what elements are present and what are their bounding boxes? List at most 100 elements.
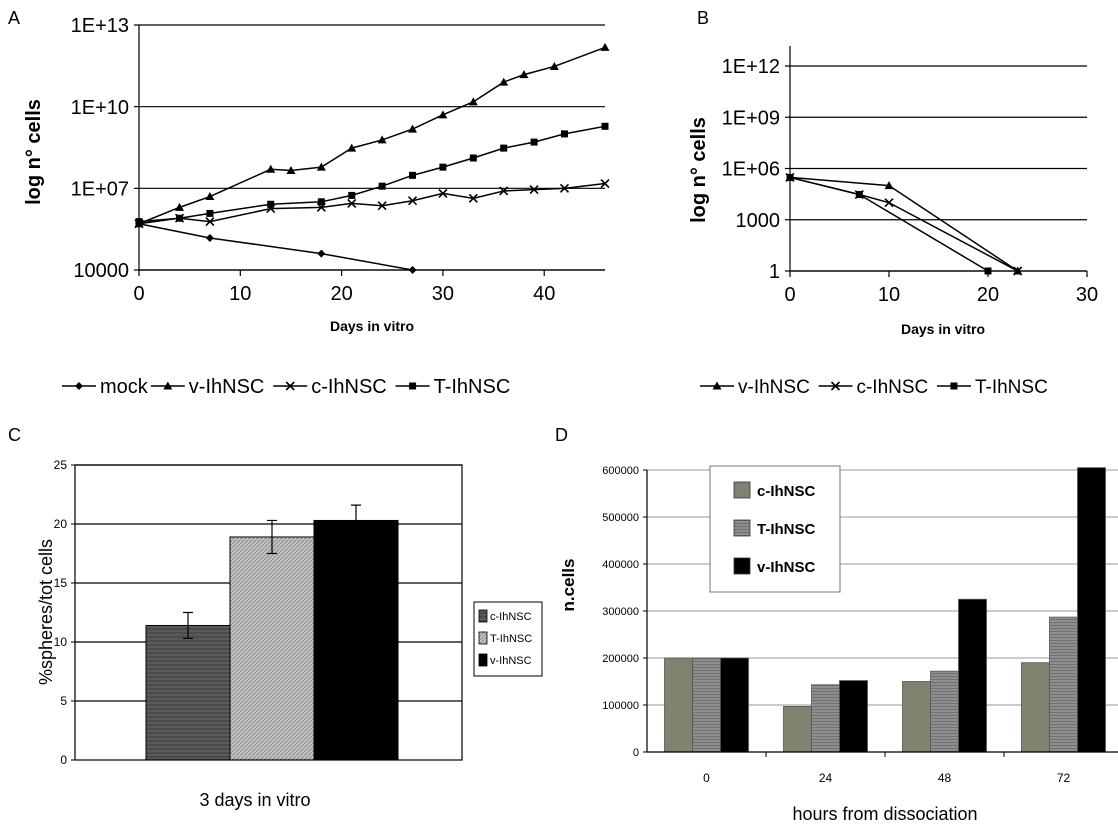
panel-b-y-axis-title: log n° cells: [688, 117, 710, 223]
panel-a-point-mock-2: [317, 249, 326, 258]
panel-b-legend-label-t-ihnsc: T-IhNSC: [975, 377, 1048, 398]
panel-b-line-c-ihnsc: [789, 176, 1019, 272]
panel-d-bar-v-ihnsc-0: [720, 657, 749, 753]
panel-b-point-c-ihnsc-2: [884, 198, 894, 208]
panel-d-bar-c-ihnsc-72: [1021, 662, 1050, 753]
panel-a-point-t-ihnsc-8: [439, 163, 447, 171]
panel-a-point-c-ihnsc-12: [559, 183, 570, 193]
panel-b-gridlines: [790, 65, 1087, 272]
panel-a-gridlines: [139, 24, 605, 271]
panel-b-x-tick-30: 30: [1076, 284, 1098, 306]
panel-a-point-v-ihnsc-6: [347, 143, 357, 152]
panel-letter-c: C: [8, 425, 21, 445]
panel-a-x-tick-20: 20: [330, 283, 352, 305]
panel-a-point-mock-1: [205, 233, 214, 242]
panel-d-bar-t-ihnsc-48: [930, 670, 959, 753]
panel-c-y-tick-25: 25: [54, 458, 68, 472]
panel-d-y-tick-0: 0: [633, 747, 639, 759]
panel-a-point-v-ihnsc-1: [175, 202, 185, 211]
panel-a-point-c-ihnsc-2: [205, 217, 215, 227]
panel-b-legend-marker-c-ihnsc: [830, 381, 841, 391]
panel-a-point-c-ihnsc-5: [347, 198, 357, 208]
panel-c-legend-label-c-ihnsc: c-IhNSC: [490, 611, 532, 623]
panel-c-plot-frame: [74, 464, 463, 761]
panel-d-chart: 0 100000 200000 300000 400000 500000 600000 0 24…: [559, 465, 1118, 824]
panel-c-chart: 0 5 10 15 20 25 3 days in vitro %spheres/tot …: [36, 458, 543, 810]
panel-d-legend-label-c-ihnsc: c-IhNSC: [757, 483, 816, 500]
panel-d-x-axis-title: hours from dissociation: [792, 804, 977, 824]
panel-c-x-axis-title: 3 days in vitro: [199, 790, 310, 810]
panel-a-y-tick-1e-07: 1E+07: [71, 179, 129, 201]
panel-a-point-v-ihnsc-5: [316, 162, 326, 171]
panel-a-tick-labels: 10000 1E+07 1E+10 1E+13 0 10 20 30 40: [71, 15, 556, 305]
panel-a-point-c-ihnsc-6: [377, 201, 387, 211]
panel-a-point-v-ihnsc-3: [266, 164, 276, 173]
panel-a-legend-label-mock: mock: [100, 376, 149, 398]
panel-c-legend-swatch-v-ihnsc: [478, 653, 488, 667]
panel-a-point-t-ihnsc-4: [317, 198, 325, 206]
panel-b-legend-label-v-ihnsc: v-IhNSC: [738, 377, 810, 398]
panel-c-legend: c-IhNSC T-IhNSC v-IhNSC: [473, 601, 543, 677]
panel-a-line-t-ihnsc: [138, 125, 606, 223]
panel-a-y-tick-10000: 10000: [73, 260, 129, 282]
panel-c-y-tick-0: 0: [60, 753, 67, 767]
panel-d-legend: c-IhNSC T-IhNSC v-IhNSC: [709, 465, 841, 593]
panel-c-y-tick-15: 15: [54, 576, 68, 590]
panel-c-errorbar-t-ihnsc: [267, 519, 277, 555]
panel-c-legend-swatch-t-ihnsc: [478, 631, 488, 645]
panel-d-bar-t-ihnsc-0: [692, 657, 721, 753]
panel-a-chart: 10000 1E+07 1E+10 1E+13 0 10 20 30 40 Days in vi…: [23, 15, 610, 398]
panel-d-x-tick-72: 72: [1057, 771, 1071, 785]
panel-d-y-tick-400000: 400000: [602, 559, 639, 571]
panel-b-x-axis-title: Days in vitro: [901, 321, 985, 337]
panel-c-y-axis-title: %spheres/tot cells: [36, 539, 56, 685]
panel-d-y-tick-100000: 100000: [602, 700, 639, 712]
panel-b-point-t-ihnsc-1: [855, 191, 863, 199]
panel-a-y-axis-title: log n° cells: [23, 99, 45, 205]
panel-c-y-tick-20: 20: [54, 517, 68, 531]
panel-a-point-v-ihnsc-12: [519, 70, 529, 79]
panel-c-bars: [145, 504, 399, 761]
panel-a-point-t-ihnsc-1: [176, 214, 184, 222]
panel-d-x-tick-0: 0: [703, 771, 710, 785]
panel-d-bar-c-ihnsc-0: [664, 657, 693, 753]
panel-a-legend: mock v-IhNSC c-IhNSC T-IhNSC: [62, 376, 510, 398]
panel-a-point-c-ihnsc-8: [438, 188, 448, 198]
panel-d-bar-v-ihnsc-24: [839, 680, 868, 753]
panel-a-legend-label-t-ihnsc: T-IhNSC: [434, 376, 511, 398]
panel-d-bar-c-ihnsc-48: [902, 681, 931, 753]
panel-b-series: [785, 172, 1023, 276]
panel-d-y-axis-title: n.cells: [559, 559, 578, 612]
panel-a-legend-marker-t-ihnsc: [409, 382, 417, 390]
panel-b-y-tick-1000: 1000: [736, 210, 781, 232]
panel-d-bar-t-ihnsc-24: [811, 684, 840, 753]
panel-a-point-v-ihnsc-14: [600, 42, 610, 51]
panel-a-point-c-ihnsc-10: [499, 186, 509, 196]
panel-a-point-v-ihnsc-4: [286, 166, 296, 175]
panel-b-x-tick-0: 0: [784, 284, 795, 306]
panel-b-legend-label-c-ihnsc: c-IhNSC: [856, 377, 928, 398]
panel-c-bar-v-ihnsc: [313, 519, 399, 761]
panel-d-y-tick-200000: 200000: [602, 653, 639, 665]
panel-d-tick-labels: 0 100000 200000 300000 400000 500000 600000 0 24…: [602, 465, 1070, 785]
panel-c-tick-labels: 0 5 10 15 20 25: [54, 458, 68, 767]
panel-a-point-c-ihnsc-13: [600, 178, 610, 189]
panel-b-point-c-ihnsc-3: [1013, 266, 1023, 276]
panel-b-legend-marker-v-ihnsc: [712, 381, 722, 390]
panel-d-x-tick-24: 24: [819, 771, 833, 785]
panel-a-point-t-ihnsc-11: [530, 138, 538, 146]
panel-a-point-t-ihnsc-9: [469, 154, 477, 162]
panel-d-bar-v-ihnsc-48: [958, 598, 987, 753]
panel-c-legend-label-t-ihnsc: T-IhNSC: [490, 633, 532, 645]
panel-b-legend-marker-t-ihnsc: [950, 382, 958, 390]
panel-a-legend-label-c-ihnsc: c-IhNSC: [311, 376, 387, 398]
panel-c-bar-t-ihnsc: [229, 536, 315, 761]
panel-c-bar-c-ihnsc: [145, 624, 231, 761]
panel-d-y-tick-600000: 600000: [602, 465, 639, 477]
panel-d-legend-label-v-ihnsc: v-IhNSC: [757, 559, 816, 576]
panel-b-point-t-ihnsc-0: [786, 173, 794, 181]
panel-a-point-v-ihnsc-11: [499, 77, 509, 86]
panel-d-bar-v-ihnsc-72: [1077, 467, 1106, 753]
panel-c-legend-label-v-ihnsc: v-IhNSC: [490, 655, 532, 667]
